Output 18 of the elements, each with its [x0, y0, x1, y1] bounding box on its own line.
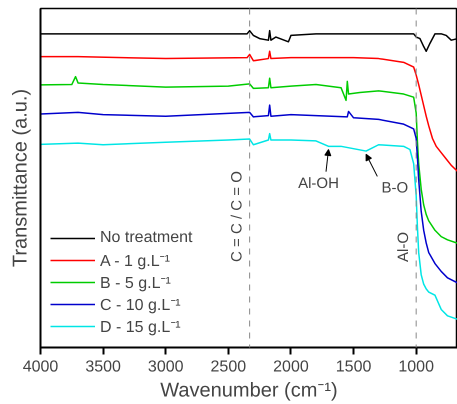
annotation: B-O [382, 180, 408, 197]
x-tick-label: 3500 [85, 358, 122, 376]
ref-line-label: Al-O [395, 232, 412, 262]
x-tick-label: 2500 [210, 358, 246, 376]
x-tick-label: 1500 [336, 358, 372, 376]
ref-line-label: C = C / C = O [228, 171, 246, 262]
legend-label: A - 1 g.L⁻¹ [100, 252, 170, 271]
x-tick-label: 1000 [398, 358, 434, 376]
legend-label: B - 5 g.L⁻¹ [100, 274, 171, 293]
legend-label: C - 10 g.L⁻¹ [100, 296, 181, 315]
legend-label: No treatment [100, 228, 192, 248]
legend-label: D - 15 g.L⁻¹ [100, 318, 181, 337]
x-tick-label: 3000 [148, 358, 184, 376]
annotation: Al-OH [298, 174, 339, 192]
x-tick-label: 4000 [22, 358, 58, 376]
y-axis-title: Transmittance (a.u.) [10, 88, 32, 268]
x-axis-title: Wavenumber (cm⁻¹) [160, 380, 338, 402]
x-tick-label: 2000 [273, 358, 309, 376]
